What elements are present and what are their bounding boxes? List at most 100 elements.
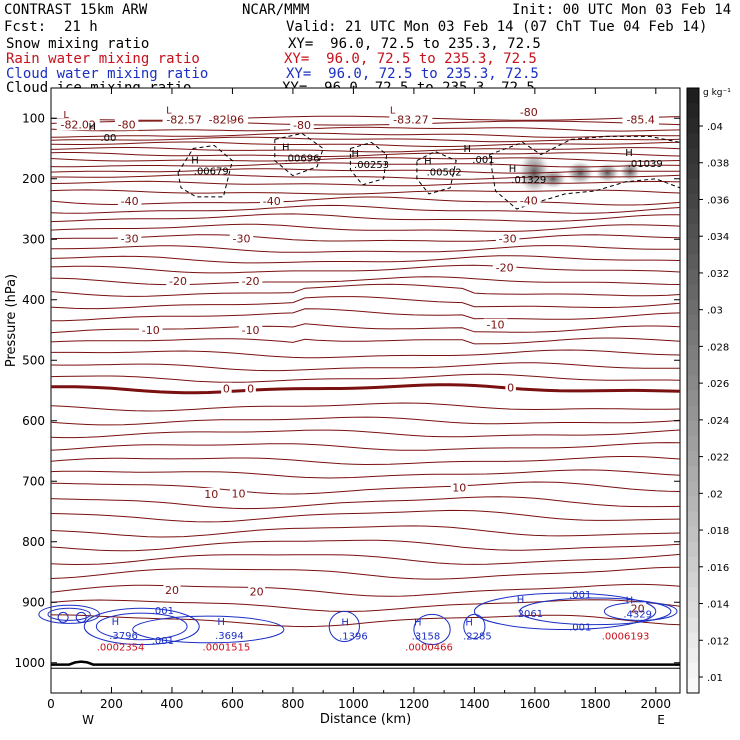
- colorbar-segment: [687, 193, 699, 210]
- isotherm-line: [50, 416, 681, 426]
- isotherm-line: [50, 126, 681, 132]
- isotherm-label-bg: [229, 232, 254, 245]
- y-tick-label: 200: [22, 172, 45, 186]
- x-tick-label: 1600: [520, 697, 551, 711]
- isotherm-line: [50, 481, 681, 495]
- snow-max-label: .01329: [511, 175, 546, 186]
- colorbar-segment: [687, 88, 699, 104]
- colorbar-segment: [687, 209, 699, 225]
- rain-max-label: .0000466: [405, 642, 453, 653]
- isotherm-label-bg: [629, 602, 647, 615]
- isotherm-label: 20: [165, 584, 179, 597]
- isotherm-label: -80: [520, 106, 538, 119]
- isotherm-label-bg: [162, 113, 206, 126]
- isotherm-line: [50, 136, 681, 143]
- colorbar-segment: [687, 178, 699, 195]
- colorbar-tick-label: .03: [707, 306, 723, 317]
- colorbar-segment: [687, 103, 699, 119]
- snow-shading: [595, 162, 620, 183]
- colorbar-segment: [687, 526, 699, 543]
- isotherm-label: 0: [247, 383, 254, 396]
- low-marker: L: [390, 105, 396, 116]
- snow-max-marker: H: [463, 144, 471, 155]
- isotherm-label: 10: [204, 488, 218, 501]
- colorbar-tick-label: .018: [707, 526, 729, 537]
- snow-shading: [566, 160, 595, 185]
- isotherm-label: -80: [118, 118, 136, 131]
- colorbar-segment: [687, 587, 699, 603]
- colorbar-segment: [687, 269, 699, 286]
- snow-max-label: .01039: [628, 159, 663, 170]
- isotherm-label: -20: [496, 262, 514, 275]
- isotherm-line: [50, 168, 681, 174]
- isotherm-label: -20: [242, 275, 260, 288]
- isotherm-line: [50, 152, 681, 157]
- colorbar-frame: [686, 87, 700, 694]
- isotherm-line: [50, 509, 681, 523]
- colorbar-segment: [687, 466, 699, 482]
- y-axis-label: Pressure (hPa): [4, 274, 19, 367]
- isotherm-label-bg: [495, 232, 520, 245]
- isotherm-line: [50, 234, 681, 242]
- isotherm-label-bg: [517, 194, 541, 207]
- cloud-water-label: .001: [152, 606, 174, 617]
- isotherm-line: [50, 308, 681, 322]
- colorbar-segment: [687, 617, 699, 633]
- isotherm-label-bg: [229, 487, 247, 500]
- isotherm-label-bg: [139, 324, 163, 336]
- colorbar-segment: [687, 118, 699, 134]
- snow-contour: [274, 132, 324, 177]
- colorbar-segment: [687, 556, 699, 573]
- field-snow-xy: XY= 96.0, 72.5 to 235.3, 72.5: [288, 36, 541, 52]
- cloud-water-label: .3796: [109, 631, 138, 642]
- isotherm-label-bg: [56, 118, 100, 131]
- snow-max-label: .00696: [284, 154, 319, 165]
- colorbar-segment: [687, 284, 699, 301]
- isotherm-label: -30: [233, 233, 251, 246]
- valid-time: Valid: 21 UTC Mon 03 Feb 14 (07 ChT Tue …: [286, 19, 708, 35]
- isotherm-label: -20: [169, 275, 187, 288]
- colorbar-tick-label: .038: [707, 159, 729, 170]
- colorbar-segment: [687, 541, 699, 558]
- isotherm-label-bg: [114, 118, 139, 131]
- colorbar-tick-label: .036: [707, 195, 729, 206]
- east-label: E: [657, 713, 665, 727]
- colorbar-segment: [687, 677, 699, 694]
- forecast-hour: 21 h: [64, 19, 98, 35]
- y-tick-label: 1000: [14, 656, 45, 670]
- isotherm-label: -40: [263, 195, 281, 208]
- cloud-water-max-marker: H: [626, 596, 634, 607]
- colorbar-segment: [687, 511, 699, 528]
- isotherm-line: [50, 402, 681, 412]
- cloud-water-label: .001: [569, 590, 591, 601]
- cloud-water-contour: [132, 615, 285, 644]
- field-cloudwater-xy: XY= 96.0, 72.5 to 235.3, 72.5: [286, 66, 539, 82]
- isotherm-line: [50, 599, 681, 612]
- x-tick-label: 1800: [580, 697, 611, 711]
- snow-max-marker: H: [88, 122, 96, 133]
- isotherm-label: 10: [452, 481, 466, 494]
- isotherm-label-bg: [483, 318, 508, 331]
- isotherm-line: [50, 157, 681, 162]
- colorbar-tick-label: .032: [707, 269, 729, 280]
- isotherm-label: 0: [223, 383, 230, 396]
- snow-max-marker: H: [352, 149, 360, 160]
- cloud-water-label: .2061: [514, 609, 543, 620]
- colorbar-segment: [687, 572, 699, 588]
- x-tick-label: 200: [100, 697, 123, 711]
- isotherm-label: -82.02: [60, 118, 95, 131]
- cloud-water-label: .3158: [412, 632, 441, 643]
- isotherm-label-bg: [290, 118, 314, 131]
- field-rain-name: Rain water mixing ratio: [6, 51, 200, 67]
- snow-max-marker: H: [625, 148, 633, 159]
- colorbar-segment: [687, 239, 699, 255]
- isotherm-label: -85.4: [626, 113, 654, 126]
- isotherm-label-bg: [450, 481, 468, 494]
- colorbar-segment: [687, 662, 699, 679]
- forecast-label: Fcst:: [4, 19, 47, 35]
- isotherm-line: [50, 469, 681, 479]
- x-tick-label: 1200: [399, 697, 430, 711]
- isotherm-label: -30: [121, 233, 139, 246]
- isotherm-label-bg: [238, 324, 263, 336]
